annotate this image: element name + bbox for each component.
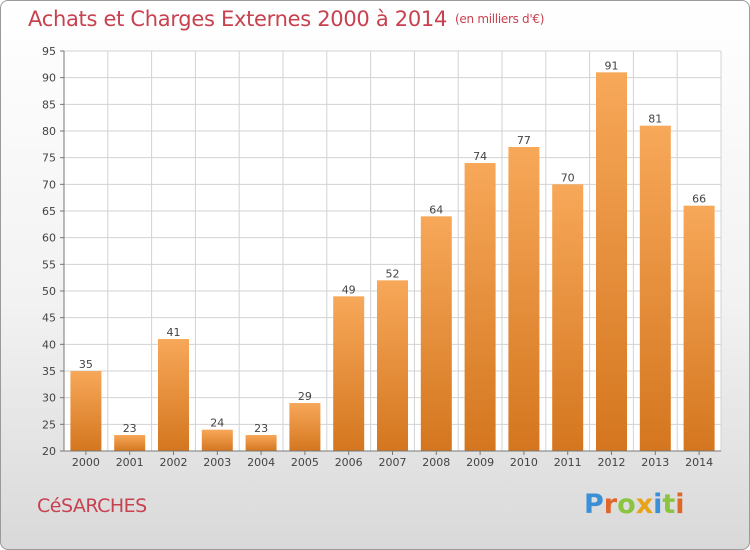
logo-letter: P [584,489,604,520]
y-tick-label: 65 [42,205,56,218]
logo-letter: r [603,489,618,520]
y-tick-label: 40 [42,338,56,351]
chart-title: Achats et Charges Externes 2000 à 2014 (e… [28,7,544,31]
logo-letter: i [675,489,685,520]
bar-2000 [70,371,102,451]
x-tick-label-2012: 2012 [598,456,626,469]
chart-title-text: Achats et Charges Externes 2000 à 2014 [28,7,448,31]
data-label-2010: 77 [517,134,531,147]
bar-2013 [639,125,671,452]
x-tick-label-2007: 2007 [379,456,407,469]
bar-2005 [289,403,321,451]
bar-2014 [683,205,715,451]
x-tick-label-2014: 2014 [685,456,713,469]
data-label-2005: 29 [298,390,312,403]
bar-2002 [158,339,189,451]
y-tick-label: 30 [42,392,56,405]
data-label-2014: 66 [692,193,706,206]
y-tick-label: 60 [42,232,56,245]
logo-letter: x [635,489,654,520]
y-tick-label: 45 [42,312,56,325]
logo-letter: i [653,489,663,520]
x-tick-label-2003: 2003 [203,456,231,469]
place-name: CéSARCHES [37,495,147,517]
x-tick-label-2013: 2013 [641,456,669,469]
y-tick-label: 25 [42,418,56,431]
x-tick-label-2010: 2010 [510,456,538,469]
x-tick-label-2005: 2005 [291,456,319,469]
data-label-2003: 24 [210,417,224,430]
logo-letter: t [662,489,676,520]
y-tick-label: 80 [42,125,56,138]
data-label-2006: 49 [342,283,356,296]
y-tick-label: 55 [42,258,56,271]
data-label-2009: 74 [473,150,487,163]
data-label-2002: 41 [167,326,181,339]
x-tick-label-2009: 2009 [466,456,494,469]
bar-2003 [201,429,233,451]
data-label-2004: 23 [254,422,268,435]
bar-2012 [596,72,627,451]
y-tick-label: 95 [42,45,56,58]
proxiti-logo: Proxiti [584,489,685,520]
bar-layer [70,72,715,452]
y-tick-label: 75 [42,152,56,165]
y-tick-label: 35 [42,365,56,378]
y-tick-label: 70 [42,178,56,191]
axis-layer: 20 25 30 35 40 45 50 55 60 65 70 75 80 85 90 95 2000 2001… [42,45,721,469]
x-tick-label-2001: 2001 [116,456,144,469]
data-label-2008: 64 [429,203,443,216]
bar-2004 [245,435,277,451]
x-tick-label-2008: 2008 [422,456,450,469]
y-tick-label: 20 [42,445,56,458]
bar-2007 [377,280,408,451]
x-tick-label-2011: 2011 [554,456,582,469]
data-label-2000: 35 [79,358,93,371]
y-tick-label: 85 [42,98,56,111]
y-tick-label: 90 [42,72,56,85]
data-label-2007: 52 [386,267,400,280]
x-tick-label-2000: 2000 [72,456,100,469]
chart-unit: (en milliers d'€) [455,12,545,26]
x-tick-label-2004: 2004 [247,456,275,469]
bar-2011 [552,184,584,452]
bar-2008 [420,216,452,451]
bar-2009 [464,163,496,451]
data-label-2001: 23 [123,422,137,435]
data-label-2013: 81 [648,113,662,126]
label-layer: 35 23 41 24 23 29 49 52 64 74 77 70 91 81 66 [79,59,706,435]
bar-2006 [333,296,365,451]
data-label-2011: 70 [561,171,575,184]
data-label-2012: 91 [605,59,619,72]
y-tick-label: 50 [42,285,56,298]
bar-2010 [508,147,540,451]
bar-2001 [114,435,146,451]
logo-letter: o [617,489,636,520]
x-tick-label-2006: 2006 [335,456,363,469]
x-tick-label-2002: 2002 [160,456,188,469]
